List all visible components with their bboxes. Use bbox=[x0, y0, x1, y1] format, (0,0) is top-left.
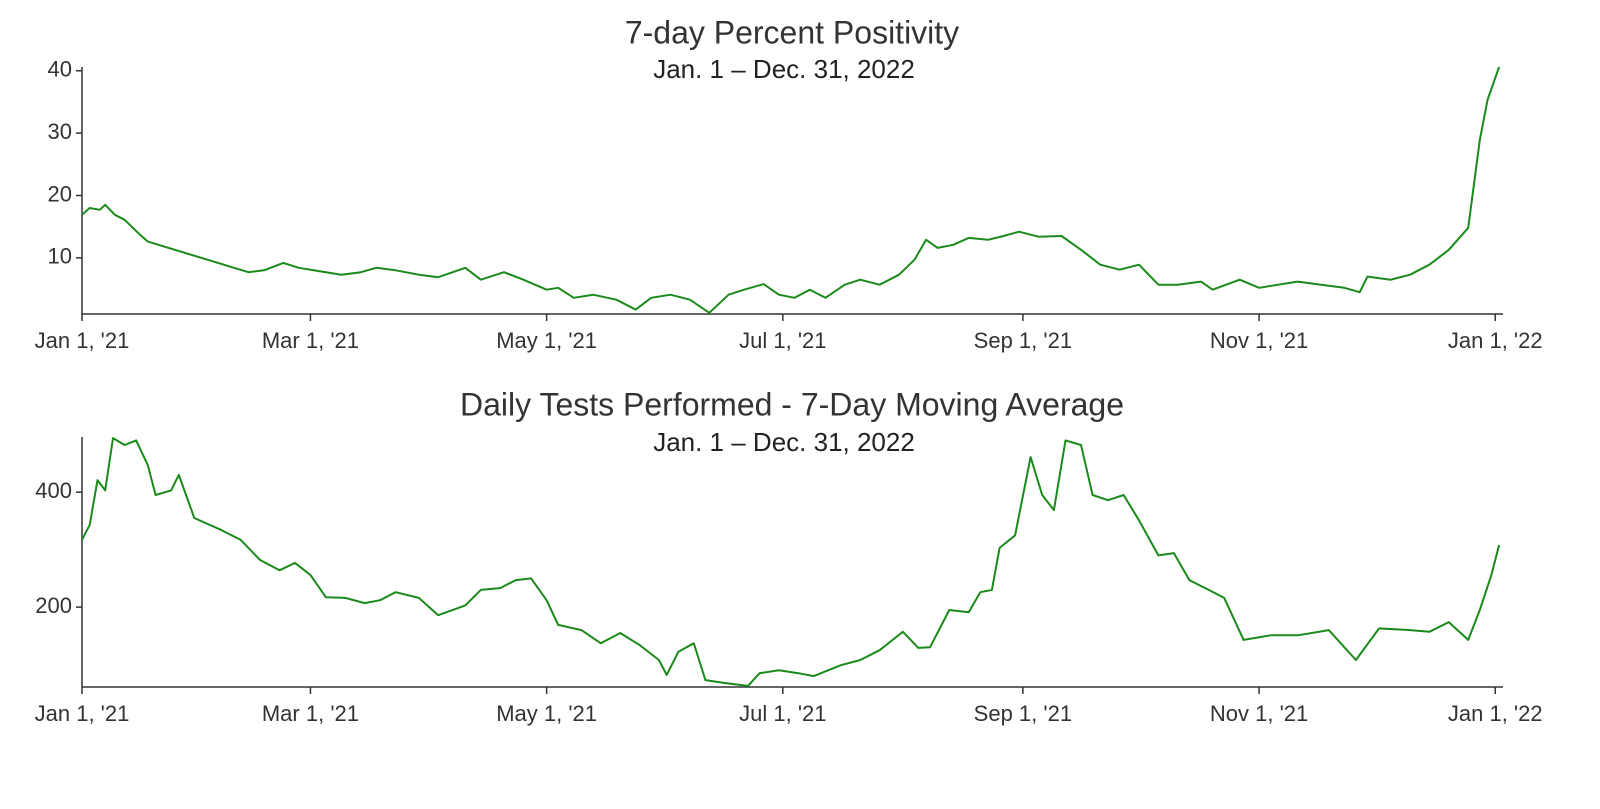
y-tick-label: 40 bbox=[48, 57, 72, 82]
y-tick-label: 400 bbox=[35, 478, 72, 503]
x-tick-label: Jan 1, '22 bbox=[1448, 701, 1543, 726]
x-tick-label: Sep 1, '21 bbox=[974, 328, 1072, 353]
x-tick-label: May 1, '21 bbox=[496, 328, 597, 353]
x-tick-label: Jan 1, '21 bbox=[35, 328, 130, 353]
y-tick-label: 30 bbox=[48, 119, 72, 144]
x-tick-label: May 1, '21 bbox=[496, 701, 597, 726]
y-tick-label: 20 bbox=[48, 181, 72, 206]
x-tick-label: Jan 1, '21 bbox=[35, 701, 130, 726]
chart-subtitle: Jan. 1 – Dec. 31, 2022 bbox=[653, 54, 915, 84]
data-line bbox=[81, 437, 1501, 687]
x-tick-label: Jul 1, '21 bbox=[739, 701, 826, 726]
x-tick-label: Nov 1, '21 bbox=[1210, 701, 1308, 726]
chart-subtitle: Jan. 1 – Dec. 31, 2022 bbox=[653, 427, 915, 457]
x-tick-label: Nov 1, '21 bbox=[1210, 328, 1308, 353]
x-tick-label: Mar 1, '21 bbox=[262, 701, 359, 726]
chart-title: 7-day Percent Positivity bbox=[625, 14, 959, 50]
data-line bbox=[81, 66, 1501, 314]
y-tick-label: 10 bbox=[48, 244, 72, 269]
x-tick-label: Mar 1, '21 bbox=[262, 328, 359, 353]
chart-title: Daily Tests Performed - 7-Day Moving Ave… bbox=[460, 386, 1124, 422]
x-tick-label: Sep 1, '21 bbox=[974, 701, 1072, 726]
x-tick-label: Jan 1, '22 bbox=[1448, 328, 1543, 353]
y-tick-label: 200 bbox=[35, 593, 72, 618]
x-tick-label: Jul 1, '21 bbox=[739, 328, 826, 353]
